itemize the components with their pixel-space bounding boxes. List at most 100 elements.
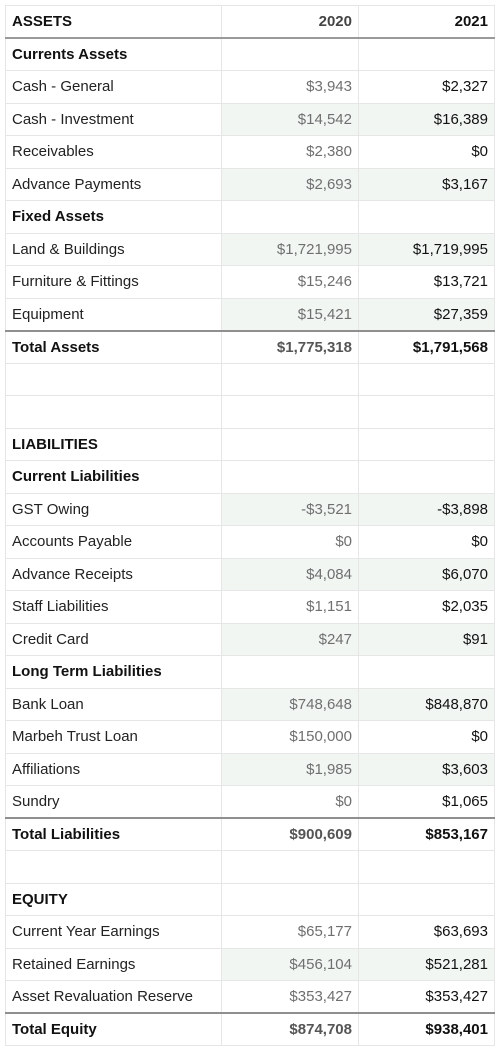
row-label: Total Assets [5,329,222,364]
section-row: Currents Assets [5,37,495,71]
value-2021: $0 [358,135,495,169]
spacer-row [5,362,495,396]
row-label: Bank Loan [5,687,222,721]
value-2021: $0 [358,525,495,559]
header-row: ASSETS 2020 2021 [5,5,495,39]
table-row: Advance Payments $2,693 $3,167 [5,167,495,201]
value-2021: $848,870 [358,687,495,721]
total-row: Total Liabilities $900,609 $853,167 [5,817,495,851]
value-2020: $14,542 [221,102,359,136]
row-label: Advance Payments [5,167,222,201]
table-row: Advance Receipts $4,084 $6,070 [5,557,495,591]
balance-sheet: ASSETS 2020 2021 Currents Assets Cash - G… [5,5,495,1046]
value-2020: $1,985 [221,752,359,786]
row-label: Credit Card [5,622,222,656]
value-2021: $0 [358,720,495,754]
table-row: Land & Buildings $1,721,995 $1,719,995 [5,232,495,266]
value-2021 [358,200,495,234]
row-label: Current Liabilities [5,460,222,494]
total-row: Total Equity $874,708 $938,401 [5,1012,495,1046]
value-2021 [358,395,495,429]
value-2020: $2,380 [221,135,359,169]
row-label: EQUITY [5,882,222,916]
value-2020 [221,655,359,689]
table-row: Current Year Earnings $65,177 $63,693 [5,915,495,949]
value-2021: $521,281 [358,947,495,981]
section-row: Current Liabilities [5,460,495,494]
value-2021: $853,167 [358,817,495,851]
spacer-row [5,395,495,429]
row-label: Total Equity [5,1012,222,1046]
value-2021: $1,719,995 [358,232,495,266]
row-label: Accounts Payable [5,525,222,559]
row-label: Asset Revaluation Reserve [5,980,222,1014]
row-label [5,395,222,429]
table-row: GST Owing -$3,521 -$3,898 [5,492,495,526]
table-row: Bank Loan $748,648 $848,870 [5,687,495,721]
value-2021: $2,327 [358,70,495,104]
value-2021: $938,401 [358,1012,495,1046]
value-2020 [221,850,359,884]
row-label: Current Year Earnings [5,915,222,949]
value-2020: $748,648 [221,687,359,721]
row-label: Staff Liabilities [5,590,222,624]
value-2020 [221,37,359,71]
value-2020: $456,104 [221,947,359,981]
value-2021: $63,693 [358,915,495,949]
value-2020: $15,421 [221,297,359,331]
header-assets-label: ASSETS [5,5,222,39]
value-2020 [221,427,359,461]
section-row: LIABILITIES [5,427,495,461]
table-row: Receivables $2,380 $0 [5,135,495,169]
row-label: Marbeh Trust Loan [5,720,222,754]
table-row: Accounts Payable $0 $0 [5,525,495,559]
table-row: Affiliations $1,985 $3,603 [5,752,495,786]
value-2020: $65,177 [221,915,359,949]
value-2020 [221,200,359,234]
row-label: Advance Receipts [5,557,222,591]
value-2020 [221,882,359,916]
row-label: Fixed Assets [5,200,222,234]
row-label: Currents Assets [5,37,222,71]
value-2021 [358,362,495,396]
table-row: Equipment $15,421 $27,359 [5,297,495,331]
spacer-row [5,850,495,884]
value-2021 [358,427,495,461]
row-label: GST Owing [5,492,222,526]
row-label [5,362,222,396]
value-2020: -$3,521 [221,492,359,526]
value-2020: $1,775,318 [221,329,359,364]
section-row: EQUITY [5,882,495,916]
table-row: Retained Earnings $456,104 $521,281 [5,947,495,981]
value-2021: $27,359 [358,297,495,331]
value-2021 [358,882,495,916]
table-row: Sundry $0 $1,065 [5,785,495,819]
value-2021: $6,070 [358,557,495,591]
value-2020: $2,693 [221,167,359,201]
value-2020: $3,943 [221,70,359,104]
header-2020: 2020 [221,5,359,39]
value-2020 [221,395,359,429]
value-2020: $150,000 [221,720,359,754]
value-2021: $2,035 [358,590,495,624]
value-2021: $3,603 [358,752,495,786]
table-body: Currents Assets Cash - General $3,943 $2,32… [5,37,495,1046]
section-row: Long Term Liabilities [5,655,495,689]
row-label: Furniture & Fittings [5,265,222,299]
table-row: Staff Liabilities $1,151 $2,035 [5,590,495,624]
value-2020: $247 [221,622,359,656]
value-2021: $3,167 [358,167,495,201]
row-label [5,850,222,884]
row-label: Sundry [5,785,222,819]
value-2020: $15,246 [221,265,359,299]
value-2020: $0 [221,785,359,819]
row-label: Receivables [5,135,222,169]
value-2021 [358,655,495,689]
section-row: Fixed Assets [5,200,495,234]
table-row: Marbeh Trust Loan $150,000 $0 [5,720,495,754]
value-2020: $1,151 [221,590,359,624]
row-label: Retained Earnings [5,947,222,981]
row-label: Total Liabilities [5,817,222,851]
table-row: Furniture & Fittings $15,246 $13,721 [5,265,495,299]
total-row: Total Assets $1,775,318 $1,791,568 [5,329,495,364]
